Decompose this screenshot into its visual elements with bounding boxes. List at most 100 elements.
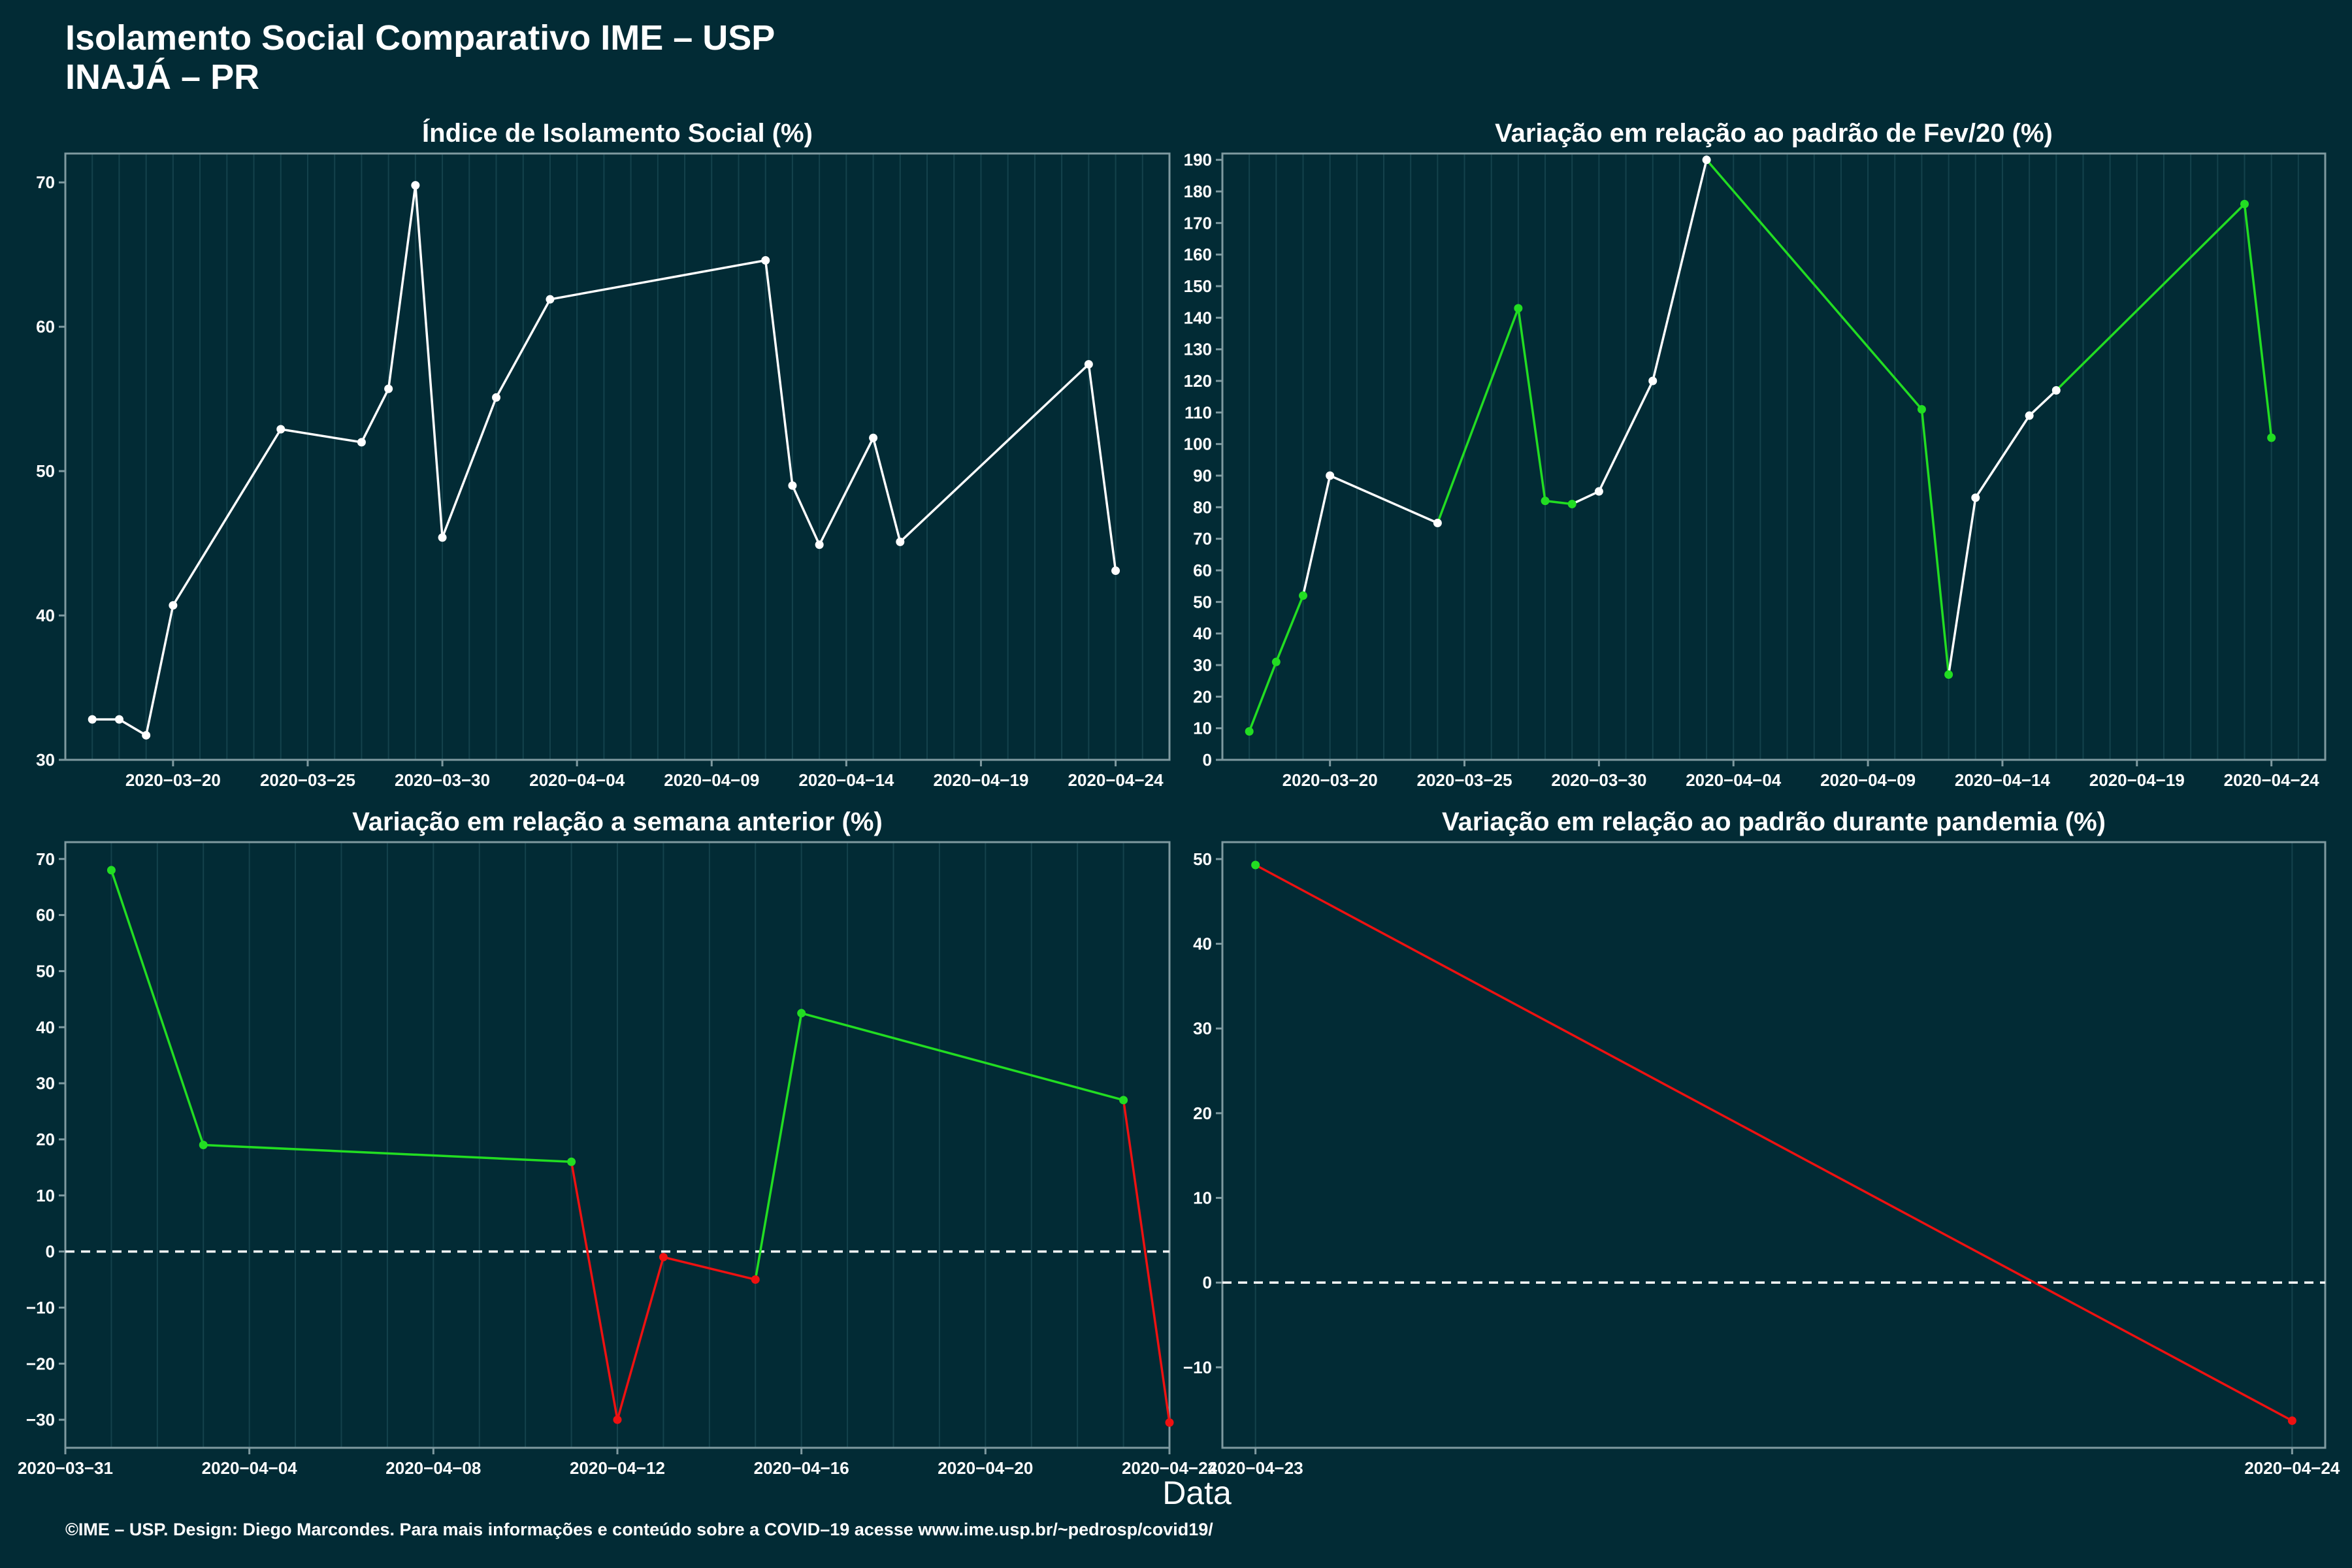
data-point (1594, 487, 1603, 496)
y-tick-label: −10 (26, 1298, 55, 1317)
x-tick-label: 2020−04−23 (1208, 1458, 1303, 1478)
series-segment (1087, 364, 1117, 571)
panel-title: Índice de Isolamento Social (%) (422, 118, 813, 148)
y-tick-label: −20 (26, 1354, 55, 1373)
data-point (788, 481, 797, 490)
panel-title: Variação em relação a semana anterior (%… (352, 808, 883, 836)
data-point (2025, 411, 2034, 420)
panel-title: Variação em relação ao padrão de Fev/20 … (1495, 119, 2053, 148)
data-point (276, 425, 286, 434)
data-point (2287, 1416, 2296, 1426)
series-segment (441, 397, 498, 538)
y-tick-label: 0 (1203, 1273, 1212, 1292)
y-tick-label: 20 (1193, 1103, 1212, 1123)
y-tick-label: 50 (1193, 849, 1212, 869)
series-segment (1248, 661, 1277, 732)
data-point (384, 384, 393, 393)
data-point (438, 533, 447, 542)
y-tick-label: 150 (1184, 276, 1212, 296)
y-tick-label: 10 (1193, 1188, 1212, 1208)
series-segment (818, 437, 875, 546)
data-point (1084, 360, 1093, 369)
x-tick-label: 2020−04−20 (938, 1458, 1033, 1478)
data-point (142, 730, 151, 740)
title-block: Isolamento Social Comparativo IME – USP … (65, 18, 775, 97)
series-segment (549, 259, 766, 301)
page-title: Isolamento Social Comparativo IME – USP (65, 18, 776, 57)
y-tick-label: 10 (36, 1186, 55, 1205)
data-point (567, 1157, 576, 1166)
series-segment (1544, 499, 1573, 506)
series-segment (118, 718, 147, 736)
series-segment (1254, 864, 2293, 1422)
data-point (546, 295, 555, 304)
data-point (1119, 1096, 1128, 1105)
series-segment (203, 1143, 572, 1163)
y-tick-label: 30 (36, 750, 55, 770)
series-segment (764, 260, 794, 486)
x-tick-label: 2020−04−24 (2224, 770, 2320, 790)
data-point (1271, 657, 1281, 666)
y-tick-label: 60 (1193, 561, 1212, 580)
data-point (1165, 1418, 1174, 1427)
y-tick-label: 70 (36, 172, 55, 192)
series-segment (1947, 497, 1977, 675)
series-segment (1436, 308, 1520, 524)
series-segment (570, 1161, 619, 1420)
data-point (613, 1415, 622, 1424)
y-tick-label: 160 (1184, 245, 1212, 265)
y-tick-label: 0 (46, 1242, 55, 1262)
y-tick-label: 170 (1184, 213, 1212, 233)
x-tick-label: 2020−04−24 (1068, 770, 1164, 790)
y-tick-label: 70 (1193, 529, 1212, 549)
x-tick-label: 2020−04−09 (664, 770, 759, 790)
data-point (1245, 727, 1254, 736)
y-tick-label: 20 (36, 1130, 55, 1149)
series-segment (1571, 490, 1600, 506)
data-point (1111, 566, 1120, 576)
data-point (1326, 471, 1335, 480)
series-segment (754, 1013, 803, 1280)
series-segment (1301, 475, 1331, 596)
data-point (797, 1009, 806, 1018)
series-segment (144, 605, 174, 736)
data-point (1567, 500, 1576, 508)
series-segment (387, 185, 417, 389)
data-point (815, 540, 824, 549)
x-tick-label: 2020−03−31 (18, 1458, 113, 1478)
x-tick-label: 2020−04−19 (2089, 770, 2185, 790)
panel-border (1221, 152, 2327, 761)
data-point (106, 866, 116, 875)
y-tick-label: 70 (36, 849, 55, 869)
y-tick-label: 180 (1184, 182, 1212, 201)
chart-panel-2: Variação em relação ao padrão de Fev/20 … (1184, 119, 2327, 790)
chart-panel-1: Índice de Isolamento Social (%) 30 40 50 60 7… (36, 118, 1171, 790)
data-point (1648, 376, 1658, 385)
y-tick-label: −30 (26, 1410, 55, 1429)
y-tick-label: 60 (36, 317, 55, 336)
y-tick-label: 20 (1193, 687, 1212, 706)
series-segment (172, 429, 282, 606)
chart-panel-4: Variação em relação ao padrão durante pa… (1183, 808, 2340, 1478)
series-segment (495, 299, 551, 399)
data-point (896, 537, 905, 546)
y-tick-label: 90 (1193, 466, 1212, 485)
x-tick-label: 2020−04−24 (1122, 1458, 1218, 1478)
series-segment (110, 870, 204, 1146)
x-tick-label: 2020−03−30 (395, 770, 490, 790)
y-tick-label: 120 (1184, 371, 1212, 391)
series-segment (1974, 415, 2031, 498)
y-tick-label: 110 (1184, 402, 1212, 422)
series-segment (1920, 409, 1950, 675)
y-tick-label: 140 (1184, 308, 1212, 327)
data-point (2051, 386, 2061, 395)
data-point (114, 715, 123, 724)
series-segment (1329, 474, 1439, 525)
data-point (751, 1275, 760, 1284)
y-tick-label: −10 (1183, 1358, 1212, 1377)
data-point (199, 1141, 208, 1149)
data-point (88, 715, 97, 724)
data-point (1971, 493, 1980, 502)
series-segment (280, 428, 362, 444)
